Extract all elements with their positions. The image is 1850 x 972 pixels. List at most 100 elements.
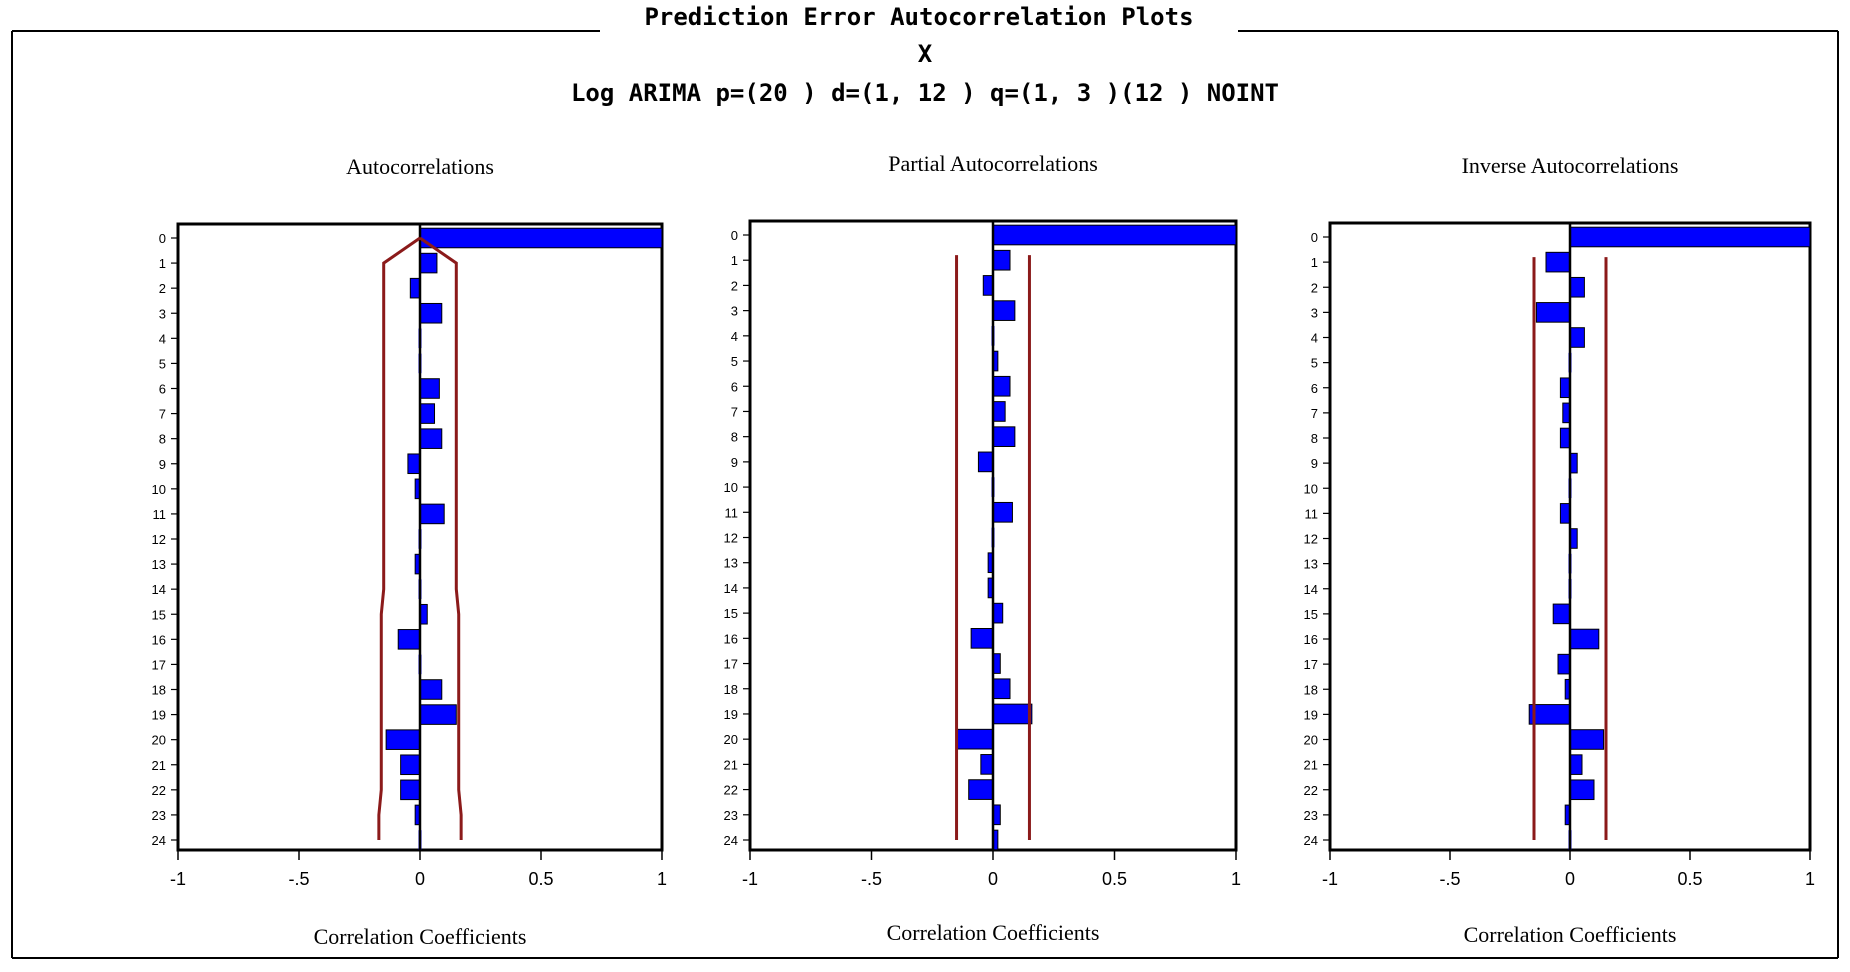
y-tick-label: 16 (724, 631, 738, 646)
bar-lag-3 (1535, 302, 1571, 323)
x-tick-label: 0 (1565, 869, 1575, 889)
y-tick-label: 22 (1304, 783, 1318, 798)
bar-lag-3 (992, 300, 1016, 321)
y-tick-label: 13 (724, 556, 738, 571)
y-tick-label: 19 (1304, 707, 1318, 722)
y-tick-label: 8 (731, 430, 738, 445)
y-tick-label: 15 (1304, 607, 1318, 622)
bar-lag-11 (1559, 503, 1571, 524)
bar-lag-11 (992, 501, 1013, 523)
bar-lag-3 (419, 302, 443, 324)
y-tick-label: 9 (1311, 456, 1318, 471)
y-tick-label: 19 (152, 708, 166, 723)
bar-lag-22 (1569, 779, 1595, 801)
y-tick-label: 6 (159, 382, 166, 397)
confidence-band-upper (419, 236, 463, 840)
y-tick-label: 9 (731, 455, 738, 470)
x-tick-label: 1 (657, 869, 667, 889)
y-tick-label: 12 (1304, 532, 1318, 547)
y-tick-label: 20 (152, 733, 166, 748)
y-tick-label: 17 (724, 657, 738, 672)
y-tick-label: 13 (1304, 557, 1318, 572)
x-axis-label: Correlation Coefficients (887, 920, 1100, 945)
bar-lag-18 (419, 679, 443, 700)
x-axis-label: Correlation Coefficients (1464, 922, 1677, 947)
y-tick-label: 2 (731, 278, 738, 293)
bar-lag-16 (970, 628, 994, 649)
y-tick-label: 3 (731, 304, 738, 319)
y-tick-label: 21 (152, 758, 166, 773)
panel-title: Inverse Autocorrelations (1462, 153, 1679, 178)
bar-lag-22 (968, 779, 994, 800)
x-axis-label: Correlation Coefficients (314, 924, 527, 949)
y-tick-label: 1 (1311, 255, 1318, 270)
bar-lag-21 (980, 754, 994, 775)
bar-lag-1 (419, 252, 438, 274)
y-tick-label: 11 (725, 505, 739, 520)
bar-lag-4 (1569, 327, 1585, 348)
bar-lag-19 (992, 703, 1033, 725)
x-tick-label: 0.5 (1102, 869, 1127, 889)
plot-subtitle-variable: X (918, 40, 933, 68)
y-tick-label: 24 (724, 833, 738, 848)
y-tick-label: 19 (724, 707, 738, 722)
window-frame (11, 30, 1839, 959)
y-tick-label: 10 (724, 480, 738, 495)
y-tick-label: 14 (1304, 582, 1318, 597)
x-tick-label: -.5 (288, 869, 309, 889)
y-tick-label: 3 (159, 306, 166, 321)
bar-lag-16 (1569, 628, 1600, 650)
bar-lag-9 (407, 453, 421, 475)
y-tick-label: 24 (152, 833, 166, 848)
y-tick-label: 7 (731, 404, 738, 419)
bar-lag-0 (1569, 226, 1811, 248)
window-title: Prediction Error Autocorrelation Plots (644, 3, 1193, 31)
y-tick-label: 18 (1304, 682, 1318, 697)
bar-lag-1 (1545, 251, 1571, 273)
y-tick-label: 4 (731, 329, 738, 344)
y-tick-label: 23 (152, 808, 166, 823)
bar-lag-0 (992, 224, 1237, 246)
y-tick-label: 17 (1304, 657, 1318, 672)
x-tick-label: 0.5 (528, 869, 553, 889)
bar-lag-7 (419, 403, 436, 424)
y-tick-label: 21 (1304, 758, 1318, 773)
y-tick-label: 13 (152, 557, 166, 572)
bar-lag-6 (992, 375, 1011, 397)
y-tick-label: 17 (152, 657, 166, 672)
y-tick-label: 20 (1304, 733, 1318, 748)
y-tick-label: 14 (152, 582, 166, 597)
y-tick-label: 5 (1311, 356, 1318, 371)
y-tick-label: 12 (724, 531, 738, 546)
y-tick-label: 2 (1311, 280, 1318, 295)
bar-lag-9 (977, 451, 994, 473)
plot-subtitle-model: Log ARIMA p=(20 ) d=(1, 12 ) q=(1, 3 )(1… (571, 79, 1279, 107)
x-tick-label: 0 (988, 869, 998, 889)
bar-lag-20 (1569, 729, 1605, 750)
panel-1: Autocorrelations Correlation Coefficients… (152, 154, 667, 949)
y-tick-label: 6 (731, 379, 738, 394)
y-tick-label: 0 (731, 228, 738, 243)
bar-lag-15 (992, 602, 1004, 624)
y-tick-label: 20 (724, 732, 738, 747)
bar-lag-15 (1552, 603, 1571, 625)
x-tick-label: -1 (742, 869, 758, 889)
y-tick-label: 23 (724, 808, 738, 823)
y-tick-label: 22 (152, 783, 166, 798)
bar-lag-8 (992, 426, 1016, 447)
y-tick-label: 10 (152, 482, 166, 497)
bar-lag-18 (992, 678, 1011, 700)
y-tick-label: 9 (159, 457, 166, 472)
bar-lag-2 (409, 277, 421, 299)
y-tick-label: 1 (159, 256, 166, 271)
x-tick-label: -.5 (861, 869, 882, 889)
bar-lag-16 (397, 629, 421, 650)
bar-lag-6 (1559, 377, 1571, 399)
y-tick-label: 11 (1305, 506, 1319, 521)
panel-3: Inverse Autocorrelations Correlation Coef… (1304, 153, 1815, 947)
x-tick-label: 1 (1231, 869, 1241, 889)
y-tick-label: 16 (152, 632, 166, 647)
y-tick-label: 18 (152, 683, 166, 698)
x-tick-label: 0 (415, 869, 425, 889)
